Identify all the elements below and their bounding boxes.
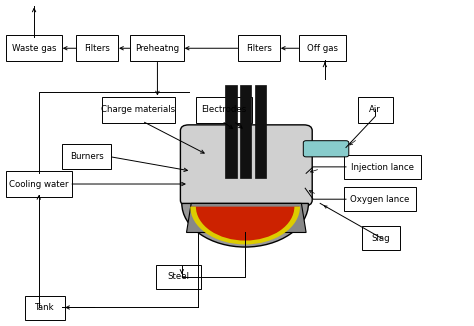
- Polygon shape: [226, 85, 237, 178]
- Text: Oxygen lance: Oxygen lance: [350, 195, 410, 204]
- FancyBboxPatch shape: [62, 144, 111, 170]
- Text: Filters: Filters: [84, 44, 110, 53]
- Text: Burners: Burners: [70, 152, 104, 161]
- FancyBboxPatch shape: [156, 265, 201, 289]
- Wedge shape: [182, 203, 309, 247]
- Text: Waste gas: Waste gas: [12, 44, 56, 53]
- FancyBboxPatch shape: [6, 171, 72, 197]
- FancyBboxPatch shape: [130, 35, 184, 61]
- Text: Preheatng: Preheatng: [135, 44, 179, 53]
- Text: Cooling water: Cooling water: [9, 180, 69, 188]
- FancyBboxPatch shape: [344, 155, 421, 179]
- Wedge shape: [190, 207, 300, 244]
- Text: Slag: Slag: [372, 234, 391, 243]
- FancyBboxPatch shape: [363, 226, 400, 250]
- Text: Charge materials: Charge materials: [101, 105, 175, 114]
- FancyBboxPatch shape: [358, 97, 393, 123]
- Text: Air: Air: [369, 105, 381, 114]
- Text: Injection lance: Injection lance: [351, 163, 414, 171]
- Text: Off gas: Off gas: [307, 44, 338, 53]
- Text: Tank: Tank: [35, 303, 55, 312]
- FancyBboxPatch shape: [76, 35, 118, 61]
- Text: Steel: Steel: [167, 273, 189, 281]
- FancyBboxPatch shape: [303, 141, 349, 157]
- FancyBboxPatch shape: [6, 35, 62, 61]
- FancyBboxPatch shape: [299, 35, 346, 61]
- FancyBboxPatch shape: [102, 97, 175, 123]
- Text: Electrodes: Electrodes: [201, 105, 246, 114]
- Polygon shape: [239, 85, 251, 178]
- Polygon shape: [255, 85, 266, 178]
- FancyBboxPatch shape: [181, 125, 312, 206]
- Wedge shape: [191, 207, 299, 244]
- FancyBboxPatch shape: [25, 296, 64, 320]
- FancyBboxPatch shape: [196, 97, 252, 123]
- Text: Filters: Filters: [246, 44, 272, 53]
- FancyBboxPatch shape: [344, 187, 416, 212]
- Polygon shape: [186, 203, 306, 232]
- FancyBboxPatch shape: [238, 35, 280, 61]
